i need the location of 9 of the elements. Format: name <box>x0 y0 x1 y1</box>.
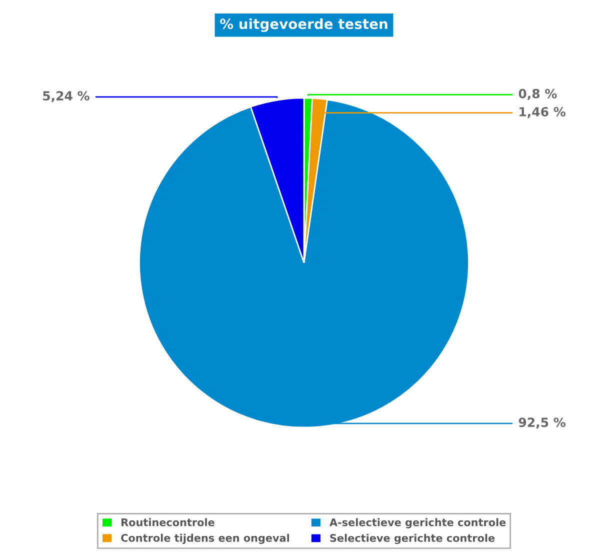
chart-title: % uitgevoerde testen <box>220 18 388 32</box>
legend-label: Controle tijdens een ongeval <box>121 534 289 544</box>
data-label: 1,46 % <box>520 107 566 118</box>
legend-label: A-selectieve gerichte controle <box>330 518 506 528</box>
data-label: 0,8 % <box>518 88 557 100</box>
legend-label: Routinecontrole <box>122 518 214 526</box>
data-label: 5,24 % <box>43 91 90 102</box>
data-label: 92,5 % <box>518 418 566 429</box>
legend-label: Selectieve gerichte controle <box>330 534 495 544</box>
